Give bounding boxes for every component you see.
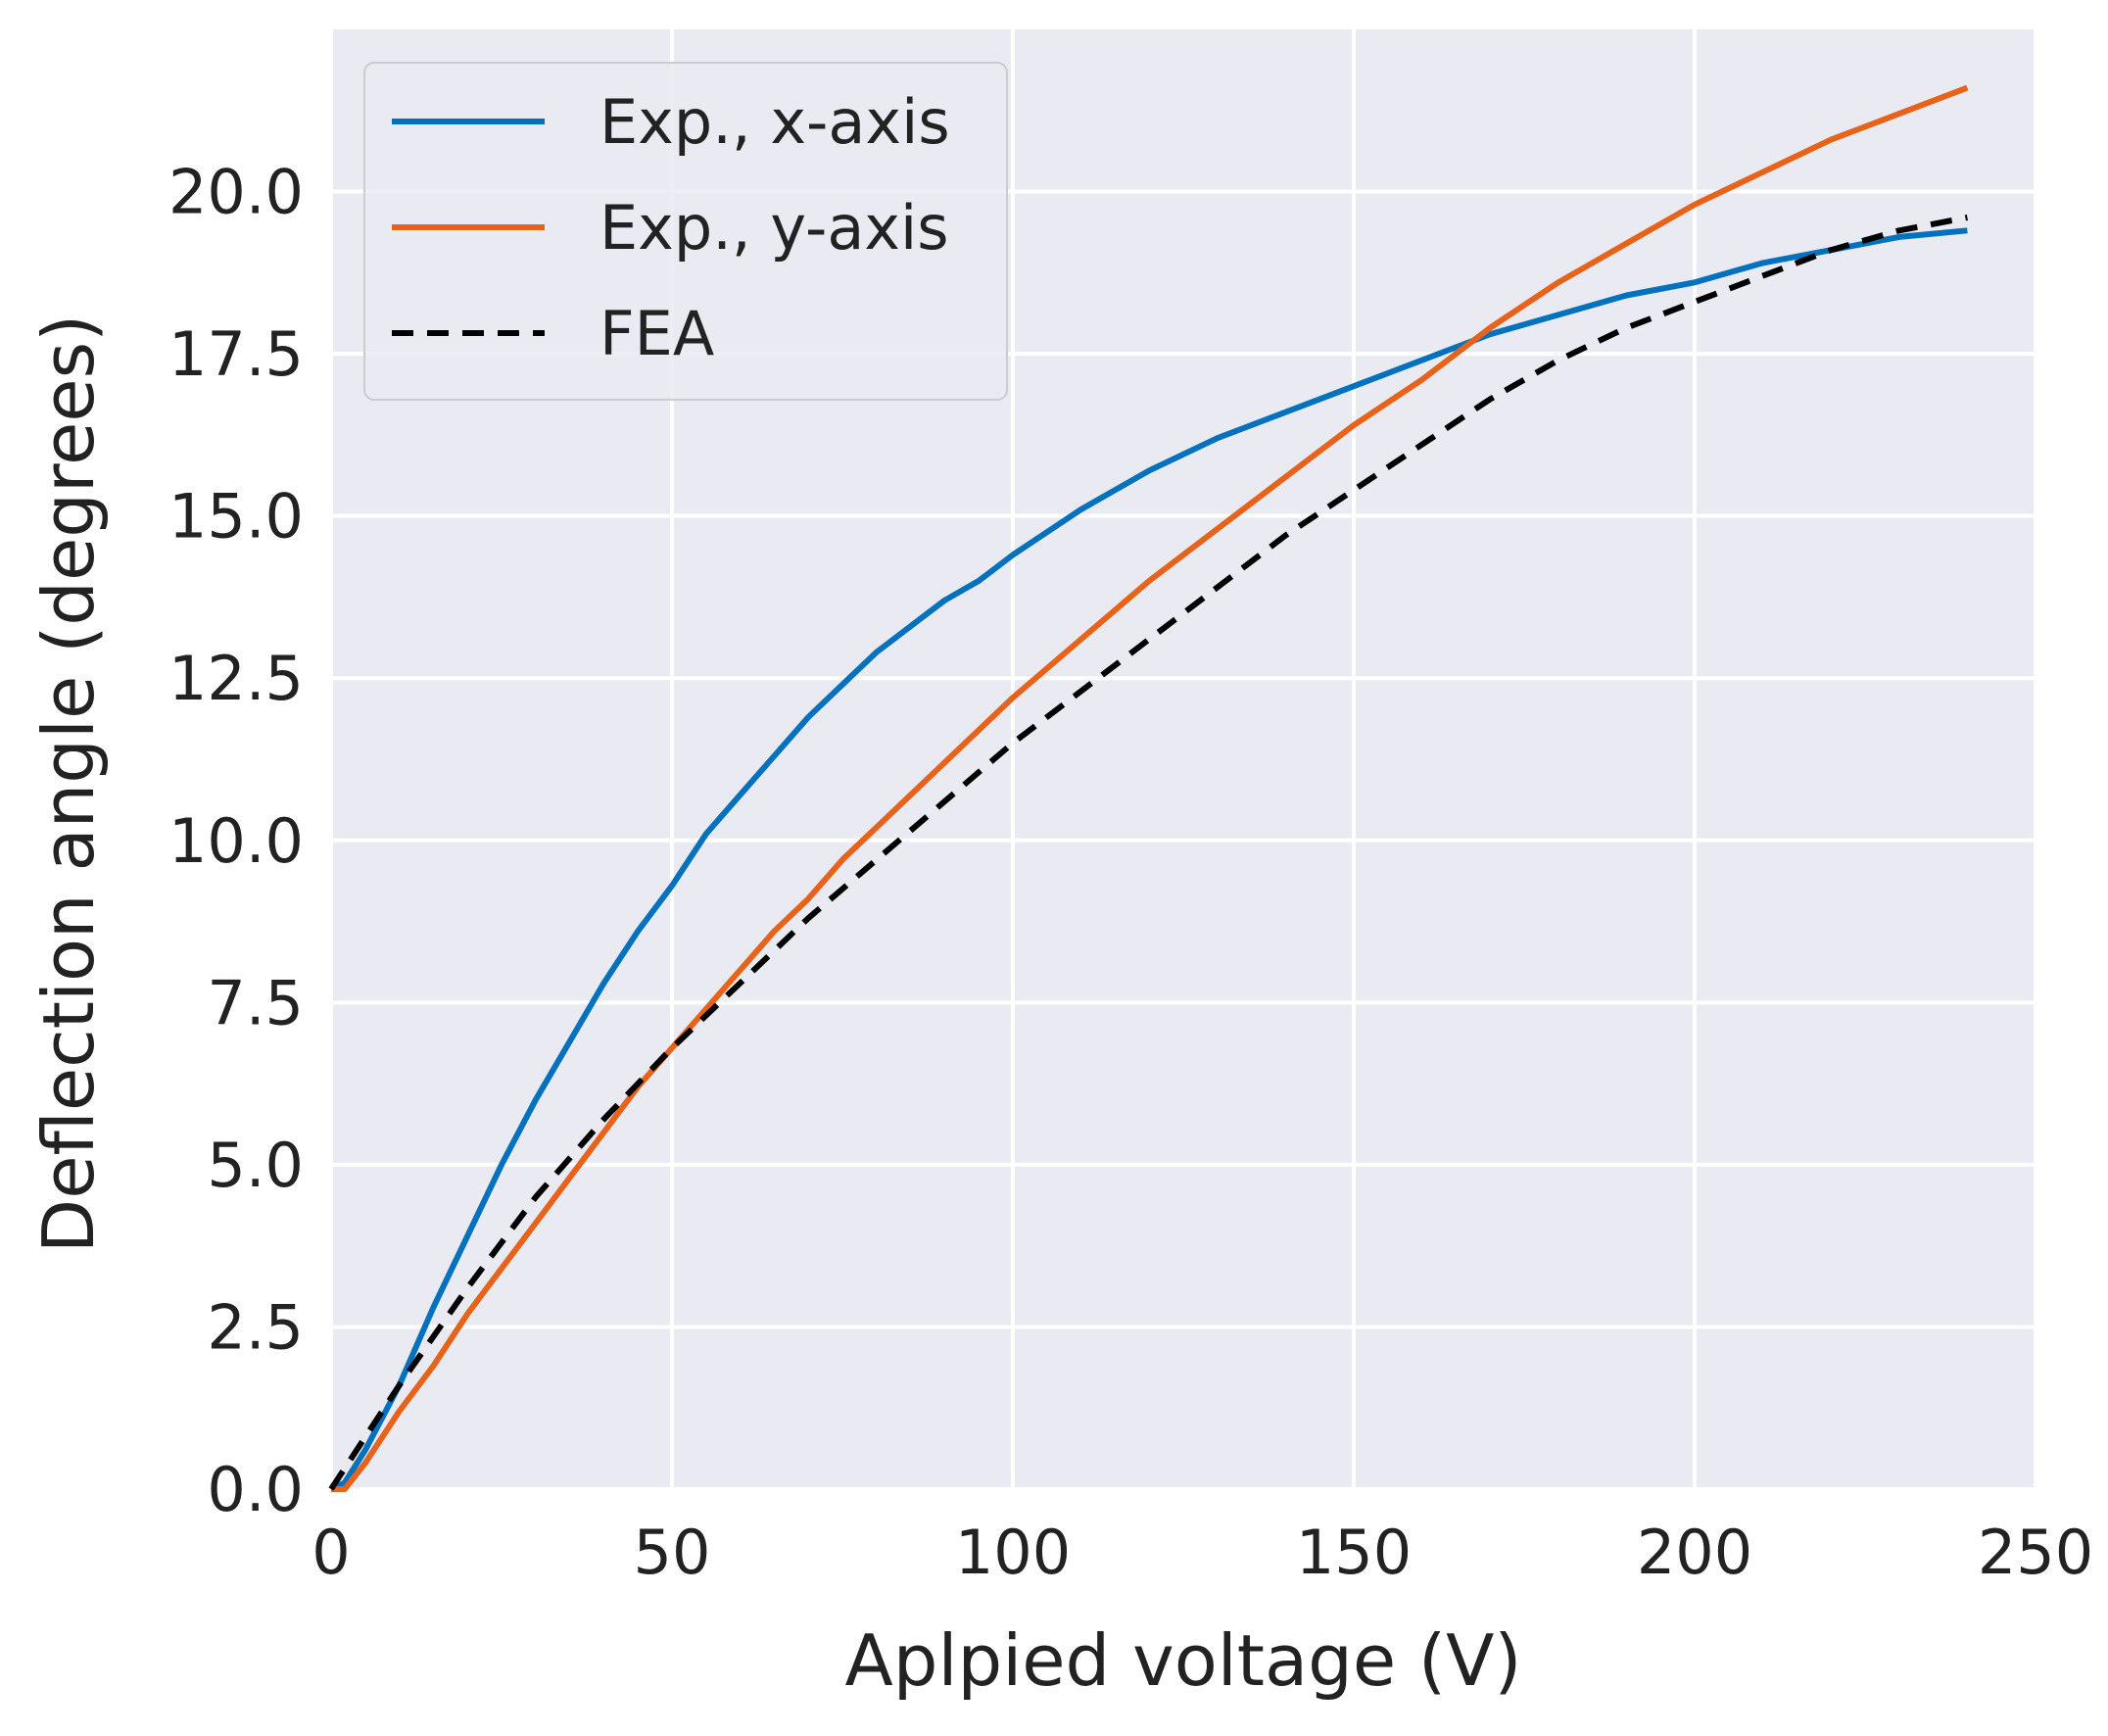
legend-box bbox=[363, 62, 1008, 401]
legend-label-exp-x: Exp., x-axis bbox=[599, 86, 950, 158]
y-tick-label: 15.0 bbox=[168, 481, 304, 553]
y-tick-label: 10.0 bbox=[168, 805, 304, 877]
y-tick-label: 5.0 bbox=[207, 1130, 304, 1201]
x-tick-label: 200 bbox=[1637, 1517, 1752, 1588]
series-line-fea bbox=[328, 215, 1968, 1491]
series-line-exp-y-axis bbox=[331, 84, 1969, 1492]
legend: Exp., x-axis Exp., y-axis FEA bbox=[363, 62, 1008, 401]
legend-label-fea: FEA bbox=[599, 298, 714, 369]
x-tick-label: 0 bbox=[311, 1517, 350, 1588]
data-series bbox=[328, 84, 1969, 1492]
y-tick-label: 20.0 bbox=[168, 157, 304, 228]
x-tick-label: 150 bbox=[1296, 1517, 1412, 1588]
series-line-exp-x-axis bbox=[329, 227, 1968, 1492]
y-tick-label: 17.5 bbox=[168, 318, 304, 390]
x-tick-label: 50 bbox=[634, 1517, 711, 1588]
legend-label-exp-y: Exp., y-axis bbox=[599, 192, 949, 264]
y-tick-label: 2.5 bbox=[207, 1291, 304, 1363]
x-axis-title: Aplpied voltage (V) bbox=[845, 1619, 1522, 1702]
y-tick-label: 7.5 bbox=[207, 967, 304, 1038]
tick-labels: 0 50 100 150 200 250 0.0 2.5 5.0 7.5 10.0 12.5 15.0 1… bbox=[168, 157, 2093, 1588]
y-axis-title: Deflection angle (degrees) bbox=[27, 314, 110, 1253]
x-tick-label: 100 bbox=[955, 1517, 1071, 1588]
x-tick-label: 250 bbox=[1978, 1517, 2093, 1588]
y-tick-label: 0.0 bbox=[207, 1454, 304, 1525]
grid-lines bbox=[329, 29, 2037, 1491]
y-tick-label: 12.5 bbox=[168, 643, 304, 714]
